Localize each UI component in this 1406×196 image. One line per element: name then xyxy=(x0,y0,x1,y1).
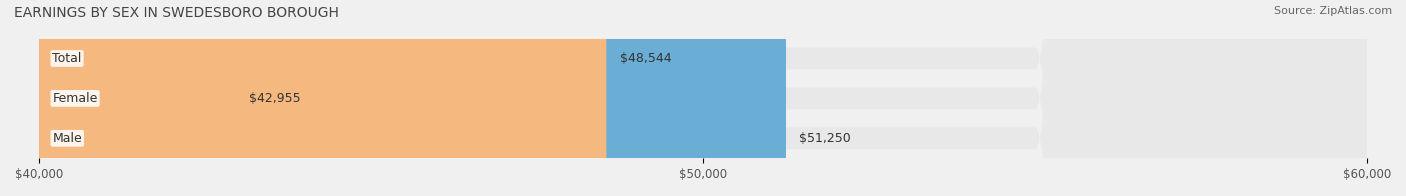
Text: Total: Total xyxy=(52,52,82,65)
FancyBboxPatch shape xyxy=(39,0,1367,196)
Text: Female: Female xyxy=(52,92,98,105)
Text: Male: Male xyxy=(52,132,82,145)
FancyBboxPatch shape xyxy=(39,0,1367,196)
Text: $48,544: $48,544 xyxy=(620,52,671,65)
Text: $42,955: $42,955 xyxy=(249,92,301,105)
FancyBboxPatch shape xyxy=(39,0,606,196)
Text: Source: ZipAtlas.com: Source: ZipAtlas.com xyxy=(1274,6,1392,16)
FancyBboxPatch shape xyxy=(39,0,786,196)
FancyBboxPatch shape xyxy=(0,0,371,196)
Text: $51,250: $51,250 xyxy=(799,132,851,145)
Text: EARNINGS BY SEX IN SWEDESBORO BOROUGH: EARNINGS BY SEX IN SWEDESBORO BOROUGH xyxy=(14,6,339,20)
FancyBboxPatch shape xyxy=(39,0,1367,196)
